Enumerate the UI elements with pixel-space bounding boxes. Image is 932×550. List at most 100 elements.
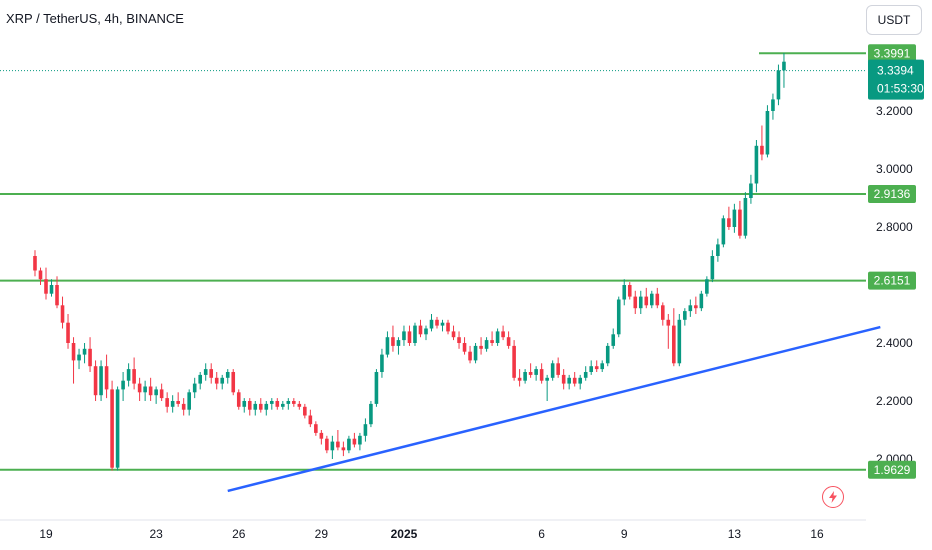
price-tick-label: 2.4000 <box>876 336 913 350</box>
candle-body <box>275 401 280 407</box>
candle-body <box>264 403 269 410</box>
candle-body <box>517 377 522 381</box>
candle-body <box>176 401 180 404</box>
candle-body <box>484 340 489 349</box>
time-tick-label: 23 <box>149 527 163 541</box>
candle-body <box>402 331 406 341</box>
currency-button[interactable]: USDT <box>866 5 922 35</box>
candle-body <box>649 293 654 306</box>
candle-body <box>578 377 582 384</box>
candle-body <box>363 424 368 436</box>
candle-body <box>567 377 571 384</box>
candle-body <box>292 401 296 404</box>
price-tick-label: 2.2000 <box>876 394 913 408</box>
candle-body <box>137 383 142 393</box>
candle-body <box>539 369 544 381</box>
current-price-label: 3.3394 <box>877 64 914 78</box>
lightning-glyph <box>829 491 837 503</box>
candle-body <box>121 380 125 390</box>
candle-body <box>38 270 43 280</box>
candle-body <box>710 256 715 280</box>
candle-body <box>760 145 764 155</box>
candle-body <box>457 337 461 343</box>
candle-body <box>501 331 505 338</box>
candle-body <box>319 432 324 439</box>
candle-body <box>303 406 307 416</box>
level-price-tag <box>868 271 916 290</box>
level-price-tag <box>868 460 916 479</box>
candle-body <box>771 99 775 111</box>
candle-body <box>297 403 302 407</box>
candle-body <box>782 61 786 71</box>
candle-body <box>661 305 665 320</box>
candle-body <box>391 337 395 346</box>
candle-body <box>281 403 285 407</box>
candle-body <box>181 403 186 410</box>
price-tags: 3.3991 2.9136 2.6151 1.9629 3.3394 01:53:30 <box>868 44 924 479</box>
candle-body <box>143 386 147 393</box>
time-tick-label: 19 <box>39 527 53 541</box>
candle-body <box>743 198 748 236</box>
candle-body <box>258 403 263 410</box>
candle-body <box>330 441 335 451</box>
candle-body <box>721 218 726 245</box>
candle-body <box>446 322 450 332</box>
trend-line <box>227 325 881 493</box>
candle-body <box>727 218 731 227</box>
candle-body <box>605 345 610 364</box>
candle-body <box>594 366 599 370</box>
candle-body <box>203 369 208 375</box>
candle-body <box>633 296 638 309</box>
price-tick-label: 3.0000 <box>876 162 913 176</box>
candle-body <box>369 403 373 425</box>
candle-body <box>644 296 649 306</box>
candle-body <box>572 377 577 384</box>
candle-body <box>600 363 605 370</box>
candle-body <box>236 392 241 407</box>
candle-body <box>396 340 401 346</box>
candle-body <box>347 438 351 451</box>
candle-body <box>435 319 439 326</box>
candle-body <box>314 424 318 433</box>
candle-body <box>247 401 252 410</box>
candle-body <box>341 447 346 451</box>
flash-icon[interactable] <box>822 486 844 508</box>
candle-body <box>688 305 693 312</box>
candle-body <box>209 369 214 378</box>
candle-body <box>490 340 494 343</box>
candle-body <box>286 401 291 404</box>
candle-body <box>170 401 175 407</box>
candle-body <box>358 435 362 445</box>
time-tick-label: 6 <box>538 527 545 541</box>
trend-layer <box>227 325 881 493</box>
candle-body <box>198 374 202 384</box>
candle-body <box>666 319 671 326</box>
time-tick-label: 9 <box>621 527 628 541</box>
level-price-tag-label: 2.6151 <box>874 274 911 288</box>
candle-body <box>468 351 472 361</box>
candle-body <box>716 244 720 256</box>
candle-body <box>49 285 54 294</box>
current-price-tag <box>868 59 924 100</box>
candle-body <box>187 392 191 410</box>
candle-body <box>104 366 109 390</box>
candle-body <box>60 305 65 323</box>
candle-body <box>655 293 660 306</box>
level-price-tag <box>868 185 916 204</box>
candle-body <box>627 285 632 297</box>
candle-body <box>225 372 230 378</box>
candle-body <box>754 145 759 184</box>
candle-body <box>672 325 676 364</box>
candle-body <box>556 363 560 375</box>
levels-layer <box>0 52 866 471</box>
candle-body <box>77 354 81 361</box>
countdown-label: 01:53:30 <box>877 82 924 96</box>
candle-body <box>93 366 98 396</box>
candle-body <box>220 377 225 384</box>
level-price-tag-label: 3.3991 <box>874 46 911 60</box>
candle-body <box>82 348 87 355</box>
level-price-tag-label: 1.9629 <box>874 463 911 477</box>
candle-body <box>749 183 753 198</box>
